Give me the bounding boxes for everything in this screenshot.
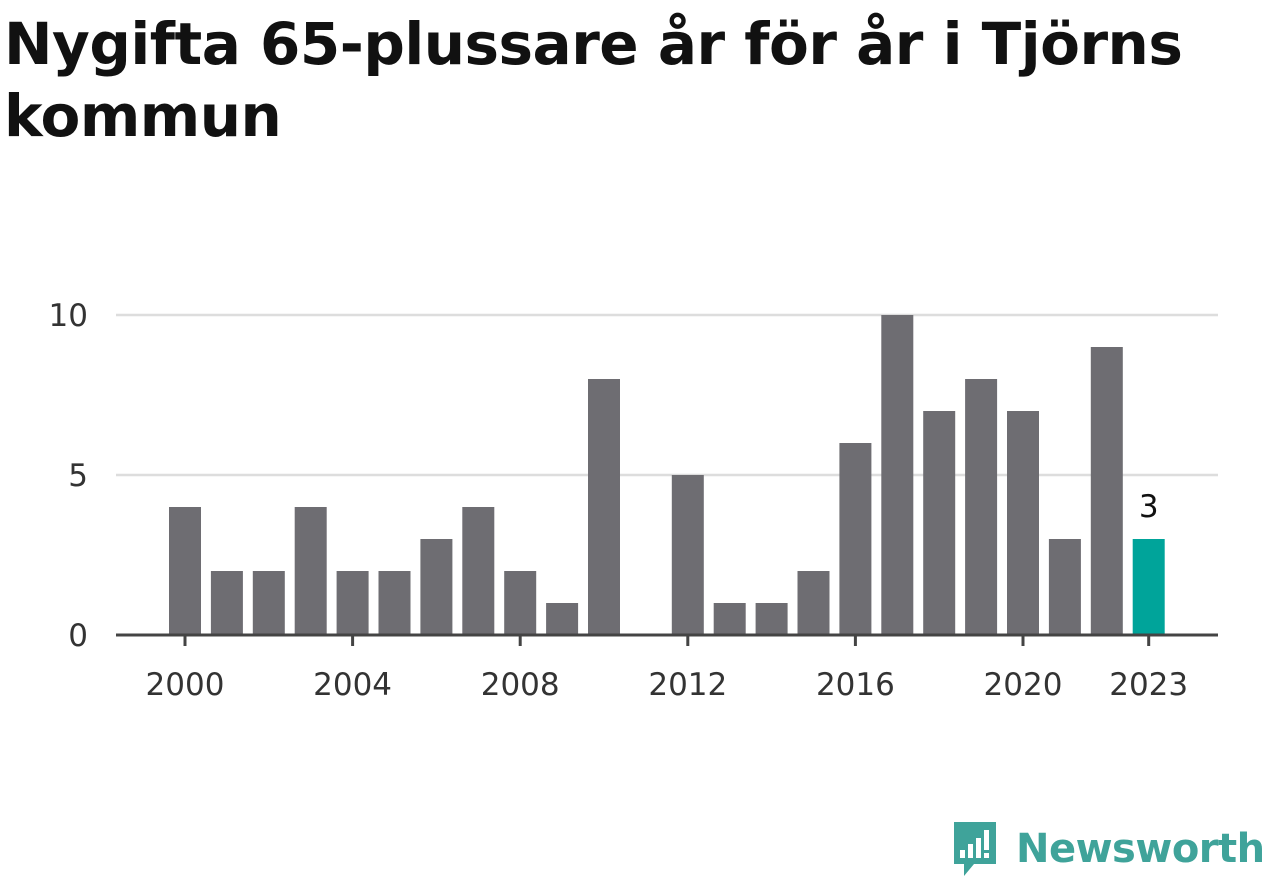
- bar: [756, 603, 788, 635]
- bar: [379, 571, 411, 635]
- bar: [504, 571, 536, 635]
- newsworthy-logo-icon: [950, 818, 1000, 880]
- bar: [923, 411, 955, 635]
- bar: [1049, 539, 1081, 635]
- bar-highlight: [1133, 539, 1165, 635]
- bar: [253, 571, 285, 635]
- bar: [1091, 347, 1123, 635]
- bar: [420, 539, 452, 635]
- bar: [714, 603, 746, 635]
- bar: [798, 571, 830, 635]
- x-tick-label: 2023: [1109, 667, 1188, 703]
- y-tick-label: 10: [49, 298, 88, 334]
- x-tick-label: 2012: [648, 667, 727, 703]
- x-tick-label: 2016: [816, 667, 895, 703]
- x-tick-label: 2020: [984, 667, 1063, 703]
- x-tick-label: 2000: [146, 667, 225, 703]
- bar: [839, 443, 871, 635]
- bar: [295, 507, 327, 635]
- bar: [169, 507, 201, 635]
- bar: [1007, 411, 1039, 635]
- x-tick-label: 2004: [313, 667, 392, 703]
- bar: [211, 571, 243, 635]
- bar: [588, 379, 620, 635]
- brand-name: Newsworthy: [1016, 826, 1262, 872]
- bar: [672, 475, 704, 635]
- brand-logo: Newsworthy: [950, 818, 1262, 880]
- bar: [337, 571, 369, 635]
- bar-chart: 0 5 10 3 2000 2004 2008 2012 2016 2020 2023: [0, 0, 1262, 879]
- y-tick-label: 0: [68, 618, 88, 654]
- bar: [965, 379, 997, 635]
- data-label: 3: [1139, 489, 1159, 525]
- bar: [881, 315, 913, 635]
- y-tick-label: 5: [68, 458, 88, 494]
- bar: [462, 507, 494, 635]
- bar: [546, 603, 578, 635]
- x-tick-label: 2008: [481, 667, 560, 703]
